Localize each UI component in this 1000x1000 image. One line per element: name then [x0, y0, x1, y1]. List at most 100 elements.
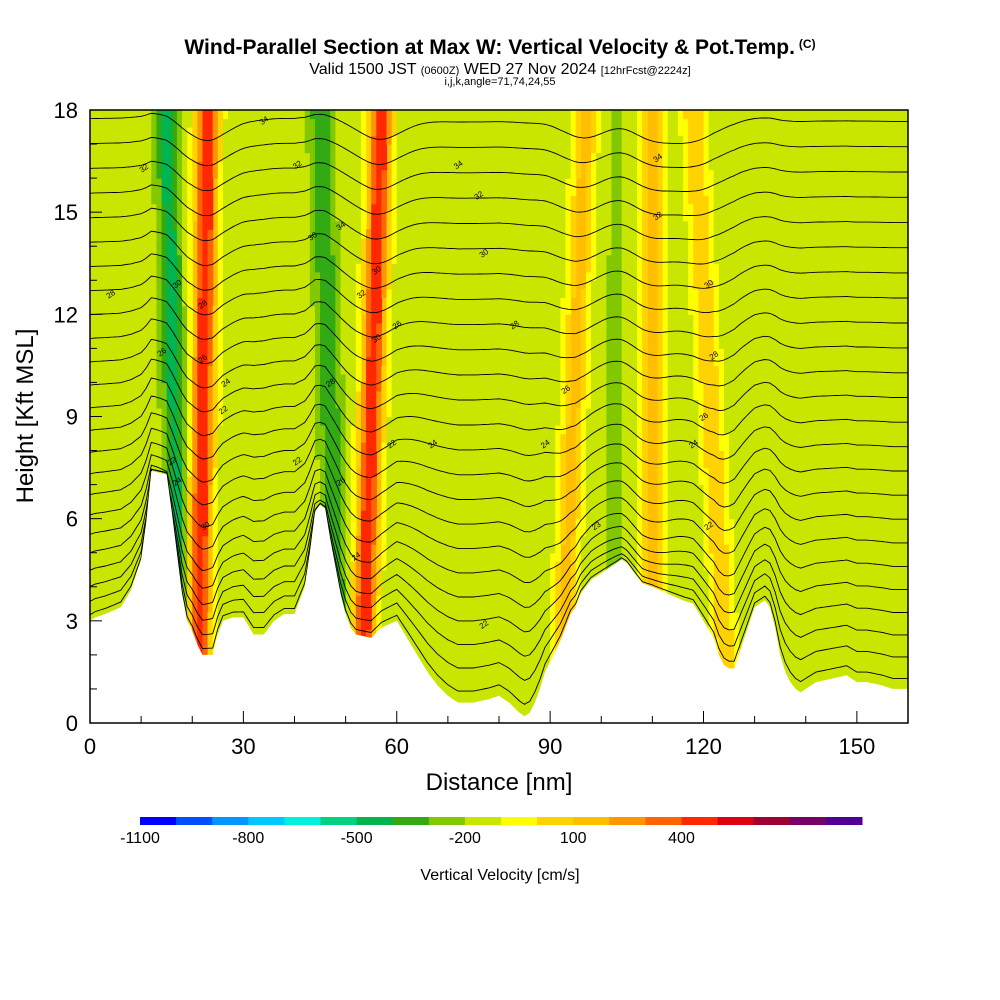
velocity-cell — [401, 535, 408, 545]
velocity-cell — [330, 459, 336, 469]
velocity-cell — [386, 493, 393, 503]
velocity-cell — [330, 450, 336, 460]
velocity-cell — [207, 152, 214, 162]
velocity-cell — [207, 416, 214, 426]
velocity-cell — [330, 365, 336, 375]
velocity-cell — [335, 425, 342, 435]
velocity-cell — [243, 212, 250, 222]
velocity-cell — [233, 322, 239, 332]
velocity-cell — [320, 356, 326, 367]
velocity-cell — [136, 127, 142, 137]
velocity-cell — [202, 450, 209, 460]
velocity-cell — [141, 518, 147, 528]
velocity-cell — [391, 501, 398, 511]
velocity-cell — [120, 144, 127, 154]
velocity-cell — [314, 280, 321, 290]
velocity-cell — [360, 518, 367, 528]
velocity-cell — [274, 459, 280, 469]
velocity-cell — [263, 603, 270, 613]
velocity-cell — [192, 425, 198, 435]
velocity-cell — [427, 229, 434, 239]
velocity-cell — [263, 271, 270, 281]
velocity-cell — [166, 246, 173, 256]
chart-title-text: Wind-Parallel Section at Max W: Vertical… — [184, 36, 795, 59]
velocity-cell — [340, 561, 347, 571]
velocity-cell — [115, 331, 122, 341]
velocity-cell — [355, 544, 362, 554]
velocity-cell — [412, 450, 418, 460]
velocity-cell — [345, 425, 352, 435]
velocity-cell — [350, 152, 357, 162]
velocity-cell — [299, 373, 306, 384]
velocity-cell — [335, 220, 342, 230]
velocity-cell — [192, 110, 198, 120]
velocity-cell — [171, 263, 178, 273]
velocity-cell — [125, 527, 132, 537]
velocity-cell — [141, 459, 147, 469]
velocity-cell — [284, 152, 290, 162]
velocity-cell — [412, 518, 418, 528]
velocity-cell — [284, 263, 290, 273]
velocity-cell — [366, 246, 372, 256]
velocity-cell — [243, 390, 250, 401]
velocity-cell — [197, 322, 204, 332]
velocity-cell — [304, 203, 311, 213]
velocity-cell — [233, 288, 239, 298]
velocity-cell — [233, 297, 239, 307]
velocity-cell — [381, 110, 388, 120]
velocity-cell — [427, 535, 434, 545]
velocity-cell — [228, 280, 234, 290]
velocity-cell — [258, 203, 265, 213]
velocity-cell — [401, 552, 408, 562]
velocity-cell — [197, 237, 204, 247]
velocity-cell — [294, 433, 301, 443]
utc-time: (0600Z) — [420, 65, 460, 77]
velocity-cell — [442, 331, 449, 341]
velocity-cell — [263, 416, 270, 426]
velocity-cell — [427, 356, 434, 367]
velocity-cell — [345, 442, 352, 452]
velocity-cell — [141, 271, 147, 281]
velocity-cell — [207, 314, 214, 324]
velocity-cell — [171, 314, 178, 324]
velocity-cell — [304, 110, 311, 120]
velocity-cell — [371, 433, 377, 443]
velocity-cell — [222, 399, 229, 409]
velocity-cell — [187, 220, 193, 230]
velocity-cell — [176, 433, 183, 443]
velocity-cell — [182, 544, 188, 554]
velocity-cell — [437, 263, 444, 273]
velocity-cell — [156, 348, 163, 358]
velocity-cell — [192, 501, 198, 511]
velocity-cell — [335, 314, 342, 324]
velocity-cell — [340, 535, 347, 545]
velocity-cell — [187, 382, 193, 392]
velocity-cell — [422, 382, 429, 392]
velocity-cell — [248, 169, 255, 179]
velocity-cell — [304, 450, 311, 460]
velocity-cell — [422, 433, 429, 443]
velocity-cell — [182, 220, 188, 230]
velocity-cell — [340, 365, 347, 375]
velocity-cell — [381, 442, 388, 452]
velocity-cell — [171, 442, 178, 452]
velocity-cell — [222, 246, 229, 256]
velocity-cell — [182, 186, 188, 196]
velocity-cell — [161, 152, 168, 162]
velocity-cell — [125, 518, 132, 528]
velocity-cell — [100, 390, 106, 401]
velocity-cell — [192, 127, 198, 137]
velocity-cell — [207, 459, 214, 469]
velocity-cell — [289, 110, 296, 120]
velocity-cell — [309, 356, 316, 367]
velocity-cell — [289, 518, 296, 528]
velocity-cell — [120, 229, 127, 239]
velocity-cell — [330, 246, 336, 256]
velocity-cell — [263, 229, 270, 239]
velocity-cell — [233, 161, 239, 171]
velocity-cell — [248, 390, 255, 401]
velocity-cell — [289, 459, 296, 469]
velocity-cell — [258, 365, 265, 375]
velocity-cell — [406, 586, 413, 596]
velocity-cell — [447, 629, 454, 639]
